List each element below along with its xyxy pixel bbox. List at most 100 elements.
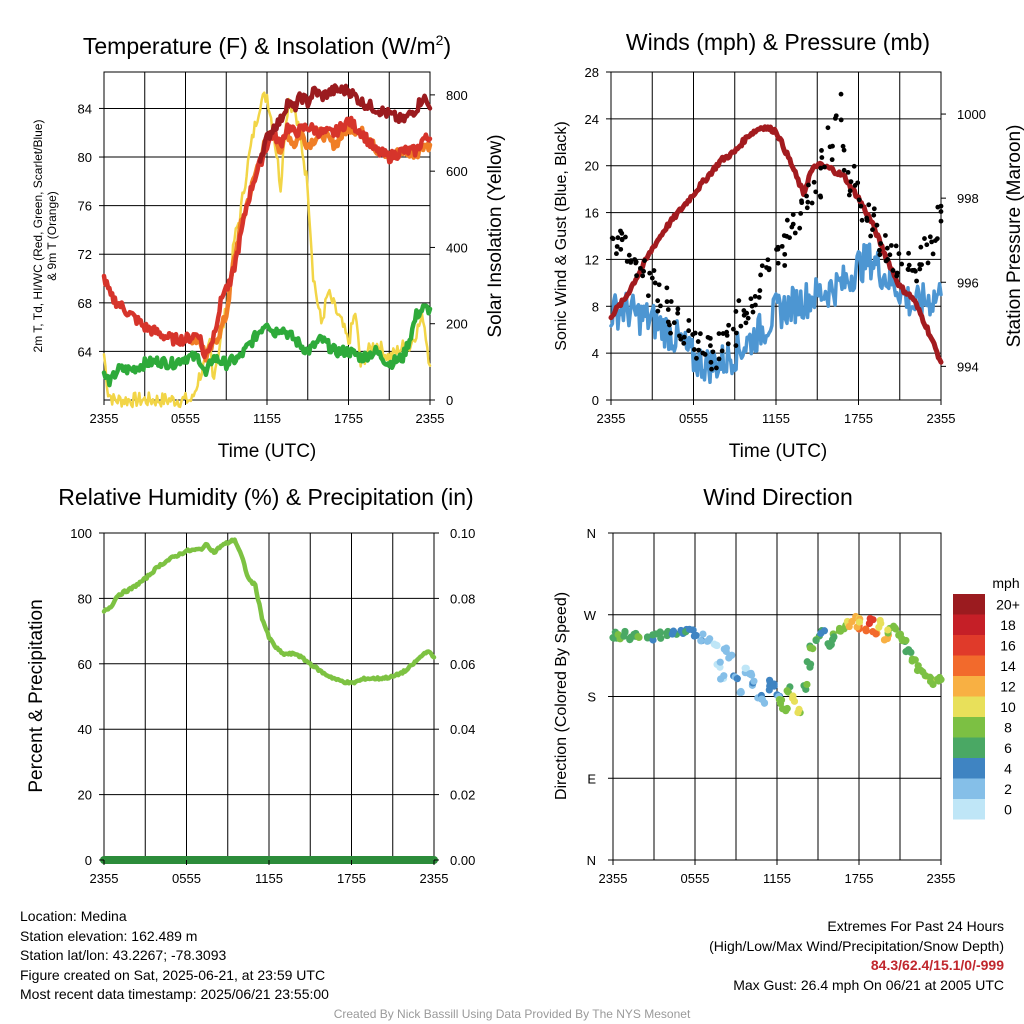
- x-tick-label: 0555: [681, 871, 710, 886]
- gust-point: [890, 268, 896, 273]
- y-right-tick-label: 996: [957, 275, 979, 290]
- gust-point: [695, 339, 701, 344]
- credit-line: Created By Nick Bassill Using Data Provi…: [333, 1007, 691, 1021]
- direction-point: [902, 636, 910, 645]
- y-right-tick-label: 0.00: [450, 853, 475, 868]
- direction-point: [904, 646, 913, 654]
- legend-label: 8: [1004, 719, 1012, 735]
- humidity-x-ticks: 2355 0555 1155 1755 2355: [90, 860, 448, 886]
- gust-point: [888, 243, 894, 248]
- gust-point: [675, 306, 681, 312]
- gust-point: [708, 343, 713, 349]
- direction-point: [668, 630, 676, 638]
- direction-point: [770, 682, 778, 690]
- gust-point: [724, 329, 730, 335]
- y-tick-label: 100: [70, 526, 92, 541]
- winds-pressure-panel: 0 4 8 12 16 20 24 28 994 996 998 1000 2355 0555 1155…: [553, 29, 1024, 462]
- y-right-tick-label: 400: [446, 240, 468, 255]
- legend-swatch: [953, 655, 985, 676]
- y-right-tick-label: 800: [446, 88, 468, 103]
- gust-point: [710, 349, 716, 355]
- gust-point: [874, 222, 880, 228]
- y-right-tick-label: 200: [446, 317, 468, 332]
- gust-point: [906, 262, 912, 268]
- direction-point: [635, 633, 643, 642]
- gust-points: [609, 91, 944, 372]
- direction-point: [699, 630, 707, 638]
- temperature-x-ticks: 2355 0555 1155 1755 2355: [90, 400, 445, 426]
- gust-point: [752, 293, 758, 299]
- extremes-subheading: (High/Low/Max Wind/Precipitation/Snow De…: [709, 937, 1004, 954]
- gust-point: [649, 275, 655, 281]
- gust-point: [838, 117, 844, 123]
- gust-point: [642, 258, 647, 264]
- temperature-series: [101, 83, 433, 409]
- direction-point: [748, 671, 756, 679]
- x-tick-label: 1155: [763, 871, 791, 886]
- temperature-y-ticks: 64 68 72 76 80 84: [78, 101, 104, 359]
- direction-tick-label: N: [587, 526, 596, 541]
- gust-point: [686, 328, 692, 334]
- y-tick-label: 24: [585, 112, 599, 127]
- gust-point: [838, 91, 844, 97]
- x-tick-label: 2355: [927, 411, 956, 426]
- x-tick-label: 2355: [416, 411, 445, 426]
- direction-point: [626, 636, 634, 644]
- gust-point: [697, 331, 703, 337]
- legend-label: 18: [1000, 617, 1016, 633]
- gust-point: [633, 259, 639, 265]
- direction-point: [809, 645, 817, 653]
- y-right-tick-label: 0.10: [450, 526, 475, 541]
- direction-point: [704, 637, 712, 645]
- gust-point: [790, 221, 796, 227]
- direction-point: [908, 655, 916, 663]
- gust-point: [883, 233, 888, 238]
- gust-point: [668, 330, 673, 336]
- y-right-tick-label: 1000: [957, 107, 986, 122]
- gust-point: [841, 147, 847, 153]
- y-right-tick-label: 0: [446, 393, 453, 408]
- gust-point: [845, 170, 851, 175]
- legend-label: 6: [1004, 740, 1012, 756]
- gust-point: [894, 270, 900, 276]
- y-tick-label: 80: [78, 150, 92, 165]
- extremes-info: Extremes For Past 24 Hours (High/Low/Max…: [709, 917, 1004, 995]
- speed-color-legend: 20+ 18 16 14 12 10 8 6 4 2 0: [953, 594, 1020, 820]
- direction-point: [690, 632, 698, 640]
- y-tick-label: 8: [592, 299, 599, 314]
- legend-label: 12: [1000, 678, 1016, 694]
- gust-point: [924, 242, 930, 248]
- gust-point: [641, 268, 647, 274]
- gust-point: [871, 206, 877, 212]
- gust-point: [702, 352, 708, 357]
- wind-direction-panel: N E S W N 2355 0555 1155 1755 2355 20+ 18 16 14 12 10…: [553, 484, 1020, 886]
- gust-point: [797, 225, 803, 231]
- gust-point: [884, 245, 890, 251]
- gust-point: [709, 366, 714, 372]
- gust-point: [819, 148, 824, 153]
- gust-point: [847, 188, 853, 194]
- legend-swatch: [953, 799, 985, 820]
- gust-point: [647, 270, 653, 276]
- y-tick-label: 64: [78, 344, 92, 359]
- pressure-y-axis-label: Station Pressure (Maroon): [1004, 125, 1024, 348]
- gust-point: [619, 230, 625, 236]
- gust-point: [744, 310, 750, 316]
- gust-point: [906, 250, 911, 256]
- legend-swatch: [953, 758, 985, 779]
- gust-point: [651, 268, 657, 273]
- x-tick-label: 2355: [599, 871, 628, 886]
- direction-point: [869, 628, 877, 636]
- gust-point: [664, 285, 670, 291]
- direction-point: [656, 628, 664, 636]
- legend-swatch: [953, 737, 985, 758]
- gust-point: [640, 273, 646, 279]
- winds-x-axis-label: Time (UTC): [729, 441, 828, 462]
- gust-point: [615, 235, 621, 241]
- gust-point: [756, 294, 762, 300]
- gust-point: [655, 308, 661, 314]
- x-tick-label: 0555: [172, 871, 201, 886]
- y-tick-label: 84: [78, 101, 92, 116]
- max-gust: Max Gust: 26.4 mph On 06/21 at 2005 UTC: [733, 976, 1004, 993]
